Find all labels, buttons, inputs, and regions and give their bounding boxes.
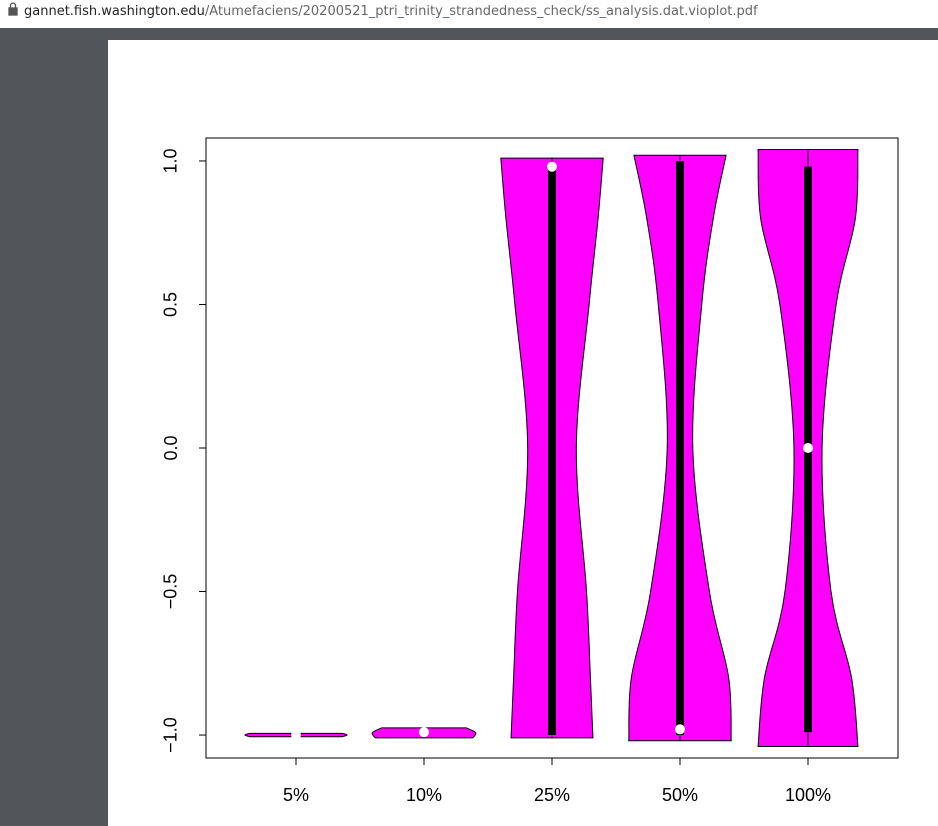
x-tick-label: 10% [406, 785, 442, 805]
y-tick-label: 0.0 [161, 435, 181, 460]
violin-half [628, 154, 680, 742]
address-bar [0, 0, 938, 28]
y-tick-label: −1.0 [161, 717, 181, 753]
violin-half [371, 727, 424, 739]
violin-half [757, 148, 808, 748]
violin-half [296, 732, 348, 738]
box [676, 160, 684, 736]
x-tick-label: 50% [662, 785, 698, 805]
url-host: gannet.fish.washington.edu [24, 4, 205, 19]
violin-half [244, 732, 296, 738]
violin-half [424, 727, 477, 739]
median [803, 443, 813, 453]
y-tick-label: 1.0 [161, 148, 181, 173]
violin-half [808, 148, 859, 748]
median [675, 724, 685, 735]
x-tick-label: 25% [534, 785, 570, 805]
y-tick-label: 0.5 [161, 292, 181, 317]
lock-icon [8, 2, 18, 16]
x-tick-label: 100% [785, 785, 831, 805]
box [548, 163, 556, 736]
median [547, 161, 557, 172]
y-tick-label: −0.5 [161, 574, 181, 610]
url-path: /Atumefaciens/20200521_ptri_trinity_stra… [205, 4, 758, 19]
median [419, 727, 429, 738]
median [291, 730, 301, 741]
violin-half [552, 157, 604, 739]
violin-half [500, 157, 552, 739]
x-tick-label: 5% [283, 785, 309, 805]
url-text[interactable]: gannet.fish.washington.edu/Atumefaciens/… [24, 4, 758, 19]
violin-half [680, 154, 732, 742]
